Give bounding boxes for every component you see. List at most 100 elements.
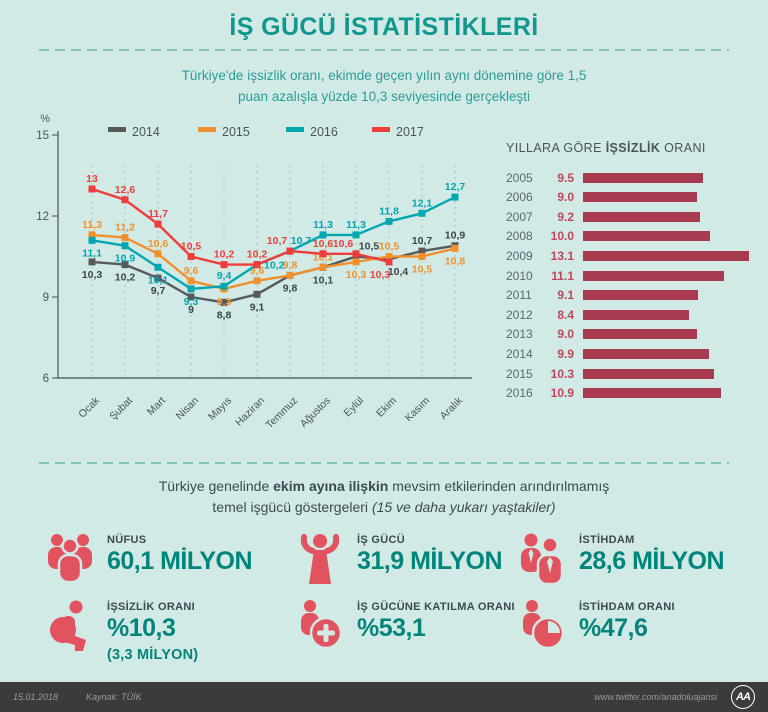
stat-label: İŞ GÜCÜ [357,533,405,546]
footer-date: 15.01.2018 [13,692,59,702]
bar-year-label: 2012 [506,307,533,322]
data-point-label-2015: 9,3 [217,296,232,308]
unemployment-rate-icon [44,599,96,651]
bar-row-2009: 2009 13.1 [506,246,764,266]
data-point-label-2014: 9,7 [151,285,166,297]
data-point-label-2015: 10,5 [412,263,433,275]
data-point-label-2016: 12,7 [445,181,466,193]
data-point-label-2017: 13 [86,173,98,185]
bar-value-label: 9.5 [557,170,574,185]
bar-row-2005: 2005 9.5 [506,168,764,188]
data-point-label-2014: 10,1 [313,274,334,286]
stats-grid: NÜFUS 60,1 MİLYON İŞ GÜCÜ 31,9 MİLYON İSTİHD… [0,518,768,663]
data-point-label-2014: 9 [188,304,194,316]
bar-value-label: 11.1 [551,268,574,283]
data-point-label-2017: 10,5 [181,240,202,252]
labor-force-icon [294,532,346,584]
data-point-label-2014: 10,9 [445,230,466,242]
data-point-2015 [154,250,162,258]
data-point-label-2015: 11,3 [82,219,102,231]
stat-text: İŞSİZLİK ORANI %10,3 (3,3 MİLYON) [107,599,198,663]
data-point-2016 [319,231,327,239]
data-point-label-2016: 10,2 [264,259,285,271]
data-point-label-2014: 10,4 [388,266,409,278]
bar-row-2013: 2013 9.0 [506,325,764,345]
bar-value-label: 10.3 [550,366,574,381]
data-point-2016 [385,217,393,225]
stat-text: NÜFUS 60,1 MİLYON [107,532,253,576]
legend-label-2017: 2017 [396,125,424,139]
data-point-2016 [187,285,195,293]
stat-text: İSTİHDAM ORANI %47,6 [579,599,675,643]
x-tick-label: Haziran [233,394,267,428]
participation-rate-icon [294,599,346,651]
employment-rate-icon [516,599,568,651]
dashed-divider-middle [39,461,729,464]
data-point-label-2014: 10,7 [412,235,433,247]
aa-logo-icon: AA [731,685,755,709]
bar-2013 [583,329,697,340]
data-point-2014 [88,258,96,266]
data-point-2015 [319,263,327,271]
bar-chart: YILLARA GÖRE İŞSİZLİK ORANI 2005 9.5 2006 9… [506,141,764,403]
bar-title-bold: İŞSİZLİK [605,140,661,155]
bar-2006 [583,192,697,203]
page-title: İŞ GÜCÜ İSTATİSTİKLERİ [229,13,539,41]
mid-text-line2: temel işgücü göstergeleri (15 ve daha yu… [0,497,768,518]
data-point-label-2015: 10,5 [379,240,400,252]
bar-2011 [583,290,699,301]
legend-label-2015: 2015 [222,125,250,139]
legend-swatch-2017 [372,126,390,132]
bar-rows: 2005 9.5 2006 9.0 2007 9.2 2008 10.0 2009 13.1 201… [506,168,764,403]
data-point-label-2016: 11,8 [379,205,399,217]
data-point-2016 [418,209,426,217]
bar-row-2014: 2014 9.9 [506,344,764,364]
footer-source: Kaynak: TÜİK [86,692,142,702]
y-tick-label: 6 [43,373,49,385]
stat-value: 31,9 MİLYON [357,546,503,575]
data-point-label-2017: 10,7 [267,235,288,247]
data-point-label-2014: 10,5 [359,240,380,252]
data-point-2017 [286,247,294,255]
data-point-label-2016: 10,9 [115,253,136,265]
bar-chart-title: YILLARA GÖRE İŞSİZLİK ORANI [506,141,764,155]
line-series-2014 [91,244,456,304]
bar-row-2010: 2010 11.1 [506,266,764,286]
data-point-2017 [319,250,327,258]
data-point-2015 [451,244,459,252]
bar-2010 [583,270,724,281]
data-point-label-2015: 9,8 [283,259,298,271]
data-point-label-2017: 10,2 [214,248,235,260]
data-point-label-2015: 9,6 [184,265,199,277]
data-point-label-2014: 9,1 [250,301,265,313]
data-point-label-2016: 10,7 [291,235,312,247]
x-tick-label: Ocak [76,394,102,420]
x-tick-label: Mart [145,394,168,417]
data-point-label-2015: 11,2 [115,221,135,233]
bar-2012 [583,309,690,320]
x-tick-label: Şubat [107,394,135,422]
stat-label: İŞ GÜCÜNE KATILMA ORANI [357,600,515,613]
stat-labor-force: İŞ GÜCÜ 31,9 MİLYON [294,532,516,584]
x-tick-label: Temmuz [264,394,301,431]
data-point-label-2017: 11,7 [148,208,168,220]
data-point-2016 [121,242,129,250]
data-point-2015 [187,277,195,285]
bar-2005 [583,172,704,183]
data-point-2015 [121,233,129,241]
x-tick-label: Mayıs [206,394,234,422]
mid-text-line2-italic: (15 ve daha yukarı yaştakiler) [371,498,556,515]
subtitle: Türkiye'de işsizlik oranı, ekimde geçen … [0,66,768,108]
footer-twitter-url: www.twitter.com/anadoluajansi [594,692,717,702]
data-point-label-2014: 8,8 [217,309,232,321]
data-point-label-2016: 11,1 [82,247,102,259]
subtitle-line2: puan azalışla yüzde 10,3 seviyesinde ger… [238,88,530,104]
stat-participation-rate: İŞ GÜCÜNE KATILMA ORANI %53,1 [294,599,516,663]
data-point-2016 [154,263,162,271]
stat-employment: İSTİHDAM 28,6 MİLYON [516,532,768,584]
data-point-2017 [385,258,393,266]
data-point-2017 [352,250,360,258]
data-point-label-2014: 10,2 [115,271,136,283]
data-point-2017 [253,260,261,268]
mid-text-part1: Türkiye genelinde [158,477,274,494]
